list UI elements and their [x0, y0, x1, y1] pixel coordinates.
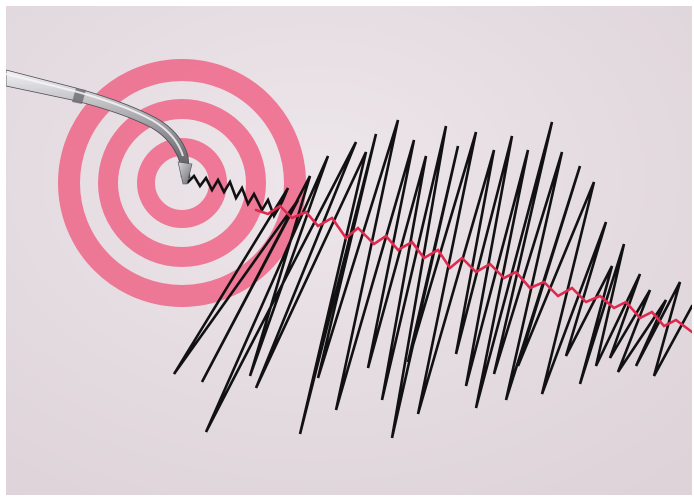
target-ring-middle: [98, 99, 266, 267]
seismograph-needle: [6, 69, 193, 185]
waveform-black-line: [172, 119, 692, 439]
seismograph-svg: [6, 6, 692, 495]
needle-tip: [177, 161, 193, 185]
seismograph-illustration: [6, 6, 692, 495]
needle-highlight: [6, 73, 184, 157]
waveform-red-line: [254, 204, 692, 334]
target-ring-outer: [58, 59, 306, 307]
